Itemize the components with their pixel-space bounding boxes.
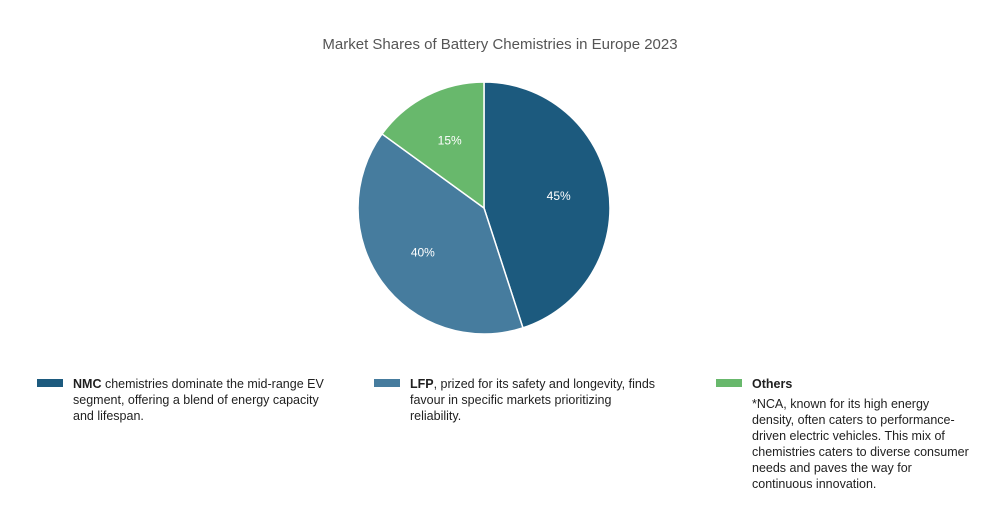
legend-desc-nmc: chemistries dominate the mid-range EV se… <box>73 377 324 423</box>
pie-label-others: 15% <box>438 134 462 148</box>
legend-swatch-others <box>716 379 742 387</box>
pie-label-lfp: 40% <box>411 245 435 259</box>
chart-title: Market Shares of Battery Chemistries in … <box>322 36 678 53</box>
pie-chart: 45% 40% 15% <box>357 81 611 335</box>
legend-desc-lfp: , prized for its safety and longevity, f… <box>410 377 656 423</box>
legend-name-nmc: NMC <box>73 377 102 391</box>
pie-slice-lfp <box>357 132 524 335</box>
pie-slice-nmc <box>483 81 611 329</box>
legend-name-others: Others <box>752 377 793 391</box>
legend-swatch-nmc <box>37 379 63 387</box>
legend-swatch-lfp <box>374 379 400 387</box>
legend-desc-others: *NCA, known for its high energy density,… <box>752 397 969 491</box>
legend-name-lfp: LFP <box>410 377 434 391</box>
pie-slice-others <box>381 81 485 210</box>
pie-label-nmc: 45% <box>547 189 571 203</box>
